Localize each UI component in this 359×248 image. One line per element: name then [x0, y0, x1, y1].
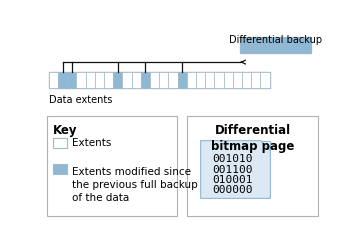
Bar — [233, 72, 242, 88]
Bar — [122, 72, 132, 88]
Bar — [290, 37, 300, 53]
Bar — [270, 37, 280, 53]
Bar — [47, 116, 177, 216]
Bar — [53, 164, 67, 174]
Bar — [196, 72, 205, 88]
Bar — [240, 37, 250, 53]
Bar — [242, 72, 251, 88]
Bar — [132, 72, 141, 88]
Text: Extents: Extents — [72, 138, 111, 148]
Text: 001100: 001100 — [212, 164, 252, 175]
Bar — [178, 72, 187, 88]
Bar — [240, 37, 311, 53]
Bar — [150, 72, 159, 88]
Bar — [67, 72, 76, 88]
Bar — [260, 37, 270, 53]
Text: Data extents: Data extents — [49, 95, 112, 105]
Text: Differential backup: Differential backup — [229, 35, 322, 45]
Bar — [300, 37, 311, 53]
Bar — [187, 116, 318, 216]
Polygon shape — [201, 141, 270, 198]
Text: 010001: 010001 — [212, 175, 252, 185]
Bar — [159, 72, 168, 88]
Bar — [53, 138, 67, 148]
Bar — [214, 72, 224, 88]
Bar — [205, 72, 214, 88]
Bar — [260, 72, 270, 88]
Bar — [49, 72, 270, 88]
Bar — [85, 72, 95, 88]
Bar — [280, 37, 290, 53]
Bar — [141, 72, 150, 88]
Bar — [58, 72, 67, 88]
Bar — [76, 72, 85, 88]
Bar — [251, 72, 260, 88]
Bar — [113, 72, 122, 88]
Text: Differential
bitmap page: Differential bitmap page — [211, 124, 294, 153]
Text: Key: Key — [53, 124, 77, 137]
Bar — [168, 72, 178, 88]
Bar — [49, 72, 58, 88]
Bar — [95, 72, 104, 88]
Text: 001010: 001010 — [212, 155, 252, 164]
Text: 000000: 000000 — [212, 185, 252, 194]
Bar — [187, 72, 196, 88]
Polygon shape — [261, 141, 270, 150]
Text: Extents modified since
the previous full backup
of the data: Extents modified since the previous full… — [72, 167, 198, 203]
Bar — [250, 37, 260, 53]
Bar — [224, 72, 233, 88]
Bar — [104, 72, 113, 88]
